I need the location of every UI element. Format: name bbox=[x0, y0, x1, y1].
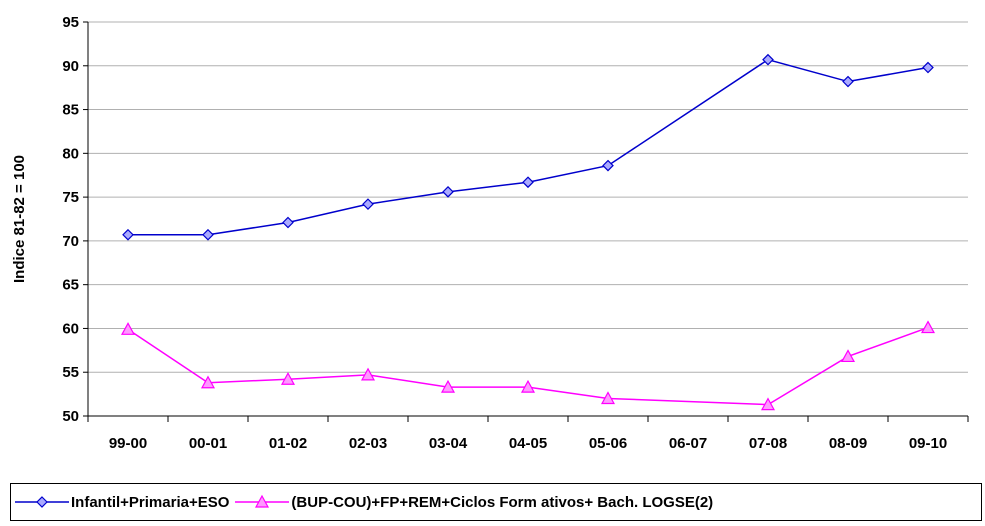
y-tick-label: 80 bbox=[62, 145, 79, 162]
data-point-series-2 bbox=[600, 391, 616, 405]
y-tick-label: 65 bbox=[62, 277, 79, 294]
data-point-series-2 bbox=[520, 379, 536, 393]
legend-item-series-2: (BUP-COU)+FP+REM+Ciclos Form ativos+ Bac… bbox=[233, 492, 713, 512]
data-point-series-2 bbox=[280, 371, 296, 385]
data-point-series-2 bbox=[440, 379, 456, 393]
y-tick-label: 95 bbox=[62, 14, 79, 31]
y-axis-title: Indice 81-82 = 100 bbox=[11, 155, 28, 283]
x-tick-label: 06-07 bbox=[669, 435, 707, 452]
y-tick-label: 85 bbox=[62, 102, 79, 119]
data-point-series-2 bbox=[200, 375, 216, 389]
data-point-series-1 bbox=[202, 228, 214, 241]
y-tick-label: 50 bbox=[62, 408, 79, 425]
data-point-series-1 bbox=[602, 159, 614, 172]
data-point-series-2 bbox=[760, 397, 776, 411]
data-point-series-2 bbox=[120, 322, 136, 335]
x-tick-label: 02-03 bbox=[349, 435, 387, 452]
x-tick-label: 09-10 bbox=[909, 435, 947, 452]
line-chart: 50 55 60 65 70 75 80 85 90 95 99-00 00-01 01-02 02-0… bbox=[11, 14, 969, 452]
x-tick-label: 00-01 bbox=[189, 435, 227, 452]
y-tick-label: 60 bbox=[62, 320, 79, 337]
y-tick-label: 75 bbox=[62, 189, 79, 206]
legend-label-series-1: Infantil+Primaria+ESO bbox=[71, 493, 230, 511]
x-tick-label: 07-08 bbox=[749, 435, 787, 452]
x-tick-label: 08-09 bbox=[829, 435, 867, 452]
legend-label-series-2: (BUP-COU)+FP+REM+Ciclos Form ativos+ Bac… bbox=[291, 493, 714, 511]
series-line-1 bbox=[128, 58, 929, 236]
data-point-series-1 bbox=[362, 198, 374, 210]
data-point-series-2 bbox=[920, 320, 936, 334]
legend-swatch-series-1 bbox=[15, 496, 69, 508]
data-point-series-1 bbox=[282, 216, 294, 229]
x-tick-label: 05-06 bbox=[589, 435, 627, 452]
x-tick-labels: 99-00 00-01 01-02 02-03 03-04 04-05 05-06 06-07… bbox=[109, 435, 947, 452]
data-point-series-1 bbox=[922, 61, 934, 74]
series-line-2 bbox=[127, 326, 929, 406]
x-tick-label: 99-00 bbox=[109, 435, 147, 452]
gridlines bbox=[83, 21, 969, 422]
y-tick-label: 70 bbox=[62, 233, 79, 250]
y-tick-label: 55 bbox=[62, 364, 79, 381]
x-tick-label: 01-02 bbox=[269, 435, 307, 452]
series bbox=[120, 53, 936, 411]
data-point-series-1 bbox=[522, 176, 534, 189]
data-point-series-1 bbox=[762, 53, 774, 66]
data-point-series-1 bbox=[122, 228, 134, 241]
data-point-series-1 bbox=[842, 75, 854, 88]
axes bbox=[87, 22, 968, 417]
x-tick-label: 03-04 bbox=[429, 435, 468, 452]
legend-swatch-series-2 bbox=[235, 494, 290, 508]
legend: Infantil+Primaria+ESO (BUP-COU)+FP+REM+C… bbox=[10, 483, 982, 521]
y-tick-label: 90 bbox=[62, 58, 79, 75]
data-point-series-1 bbox=[442, 186, 454, 198]
x-tick-label: 04-05 bbox=[509, 435, 547, 452]
y-tick-labels: 50 55 60 65 70 75 80 85 90 95 bbox=[62, 14, 79, 425]
legend-item-series-1: Infantil+Primaria+ESO bbox=[13, 492, 229, 512]
data-point-series-2 bbox=[840, 349, 856, 363]
data-point-series-2 bbox=[360, 367, 376, 381]
